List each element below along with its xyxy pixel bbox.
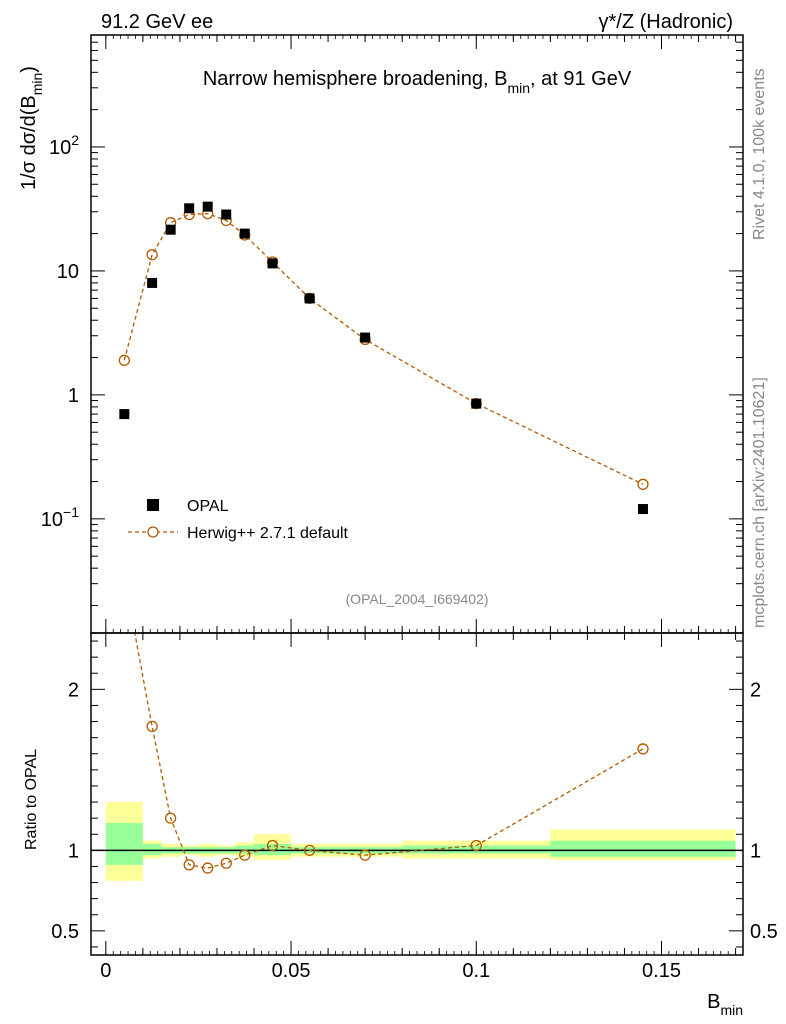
legend: OPAL Herwig++ 2.7.1 default bbox=[128, 498, 349, 542]
band-inner bbox=[550, 840, 736, 857]
legend-mc-marker bbox=[147, 526, 159, 538]
main-y-label-subscript: min bbox=[29, 73, 45, 96]
opal-data-point bbox=[239, 228, 250, 239]
opal-data-point bbox=[119, 409, 130, 420]
main-y-tick-base: 10 bbox=[49, 137, 71, 159]
main-y-tick-label: 102 bbox=[49, 132, 79, 159]
header-right-label: γ*/Z (Hadronic) bbox=[599, 11, 733, 33]
x-tick-label: 0 bbox=[100, 960, 111, 982]
opal-data-point bbox=[202, 201, 213, 212]
main-y-tick-base: 10 bbox=[57, 261, 79, 283]
ratio-point bbox=[470, 839, 482, 852]
mc-point bbox=[637, 478, 649, 490]
plot-title-subscript: min bbox=[507, 80, 530, 96]
ratio-y-tick-label: 1 bbox=[68, 840, 79, 862]
opal-data-point bbox=[471, 398, 482, 409]
plot-title-part1: Narrow hemisphere broadening, B bbox=[203, 68, 508, 90]
header-left-label: 91.2 GeV ee bbox=[101, 11, 213, 33]
main-y-tick-label: 10 bbox=[57, 261, 79, 283]
opal-data-point bbox=[165, 224, 176, 235]
ratio-series-points bbox=[119, 572, 649, 874]
main-y-tick-base: 1 bbox=[68, 385, 79, 407]
opal-data-point bbox=[360, 332, 371, 343]
main-y-tick-exponent: −1 bbox=[63, 504, 79, 520]
mc-point bbox=[118, 354, 130, 366]
ratio-point bbox=[202, 862, 214, 874]
ratio-y-axis-label: Ratio to OPAL bbox=[23, 749, 40, 850]
ratio-series-line bbox=[134, 633, 644, 869]
ratio-point bbox=[220, 857, 232, 869]
x-tick-label: 0.05 bbox=[272, 960, 311, 982]
ratio-panel: 0.5 0.5 1 1 2 2 0 0.05 0.1 0.15 Ratio to OPAL Bm… bbox=[23, 572, 778, 1018]
ratio-point bbox=[119, 572, 129, 582]
opal-data-point bbox=[147, 277, 158, 288]
rivet-version-label: Rivet 4.1.0, 100k events bbox=[751, 68, 768, 240]
main-axis-ticks bbox=[91, 34, 743, 633]
x-label-subscript: min bbox=[720, 1002, 743, 1018]
main-y-axis-label: 1/σ dσ/d(Bmin) bbox=[18, 66, 45, 190]
ratio-point bbox=[359, 849, 371, 861]
ratio-y-tick-label-right: 2 bbox=[750, 679, 761, 701]
mc-point bbox=[146, 249, 158, 261]
legend-data-marker bbox=[147, 499, 159, 511]
ratio-point bbox=[266, 839, 279, 852]
plot-title-part2: , at 91 GeV bbox=[530, 68, 632, 90]
ratio-point bbox=[146, 720, 158, 733]
mc-series-line bbox=[123, 212, 644, 485]
ratio-point bbox=[164, 812, 177, 824]
opal-data-point bbox=[637, 504, 648, 515]
ratio-axis-ticks bbox=[91, 633, 743, 955]
band-inner bbox=[105, 822, 143, 865]
opal-data-point bbox=[304, 293, 315, 304]
plot-title: Narrow hemisphere broadening, Bmin, at 9… bbox=[203, 68, 632, 96]
ratio-y-tick-label-right: 0.5 bbox=[750, 921, 778, 943]
mcplots-label: mcplots.cern.ch [arXiv:2401.10621] bbox=[751, 377, 768, 628]
ratio-y-tick-labels: 0.5 0.5 1 1 2 2 bbox=[51, 679, 778, 943]
main-y-label-close: ) bbox=[18, 66, 40, 73]
legend-mc-label: Herwig++ 2.7.1 default bbox=[187, 525, 349, 542]
main-y-tick-label: 10−1 bbox=[41, 504, 79, 531]
band-inner bbox=[142, 843, 162, 856]
opal-data-point bbox=[267, 258, 278, 269]
ratio-y-tick-label-right: 1 bbox=[750, 840, 761, 862]
uncertainty-bands bbox=[105, 802, 736, 881]
x-tick-label: 0.1 bbox=[462, 960, 490, 982]
ratio-point bbox=[183, 859, 195, 871]
ratio-y-tick-label: 0.5 bbox=[51, 921, 79, 943]
band-inner bbox=[254, 843, 292, 856]
ratio-point bbox=[239, 849, 251, 861]
ratio-y-tick-label: 2 bbox=[68, 679, 79, 701]
analysis-watermark: (OPAL_2004_I669402) bbox=[346, 591, 489, 607]
legend-data-label: OPAL bbox=[187, 498, 229, 515]
opal-data-point bbox=[184, 203, 195, 214]
main-y-label-text: 1/σ dσ/d(B bbox=[18, 95, 40, 190]
x-tick-label: 0.15 bbox=[642, 960, 681, 982]
x-axis-label: Bmin bbox=[707, 991, 743, 1018]
ratio-frame bbox=[90, 632, 744, 956]
main-frame bbox=[90, 34, 744, 634]
mc-series-points bbox=[118, 207, 649, 490]
opal-data-point bbox=[221, 209, 232, 220]
x-tick-labels: 0 0.05 0.1 0.15 bbox=[100, 960, 681, 982]
ratio-point bbox=[303, 844, 316, 856]
main-y-tick-base: 10 bbox=[41, 509, 63, 531]
x-label-text: B bbox=[707, 991, 720, 1013]
ratio-point bbox=[637, 743, 649, 755]
main-y-tick-label: 1 bbox=[68, 385, 79, 407]
opal-data-points bbox=[119, 201, 648, 515]
main-y-tick-exponent: 2 bbox=[71, 132, 79, 148]
band-inner bbox=[402, 845, 551, 854]
